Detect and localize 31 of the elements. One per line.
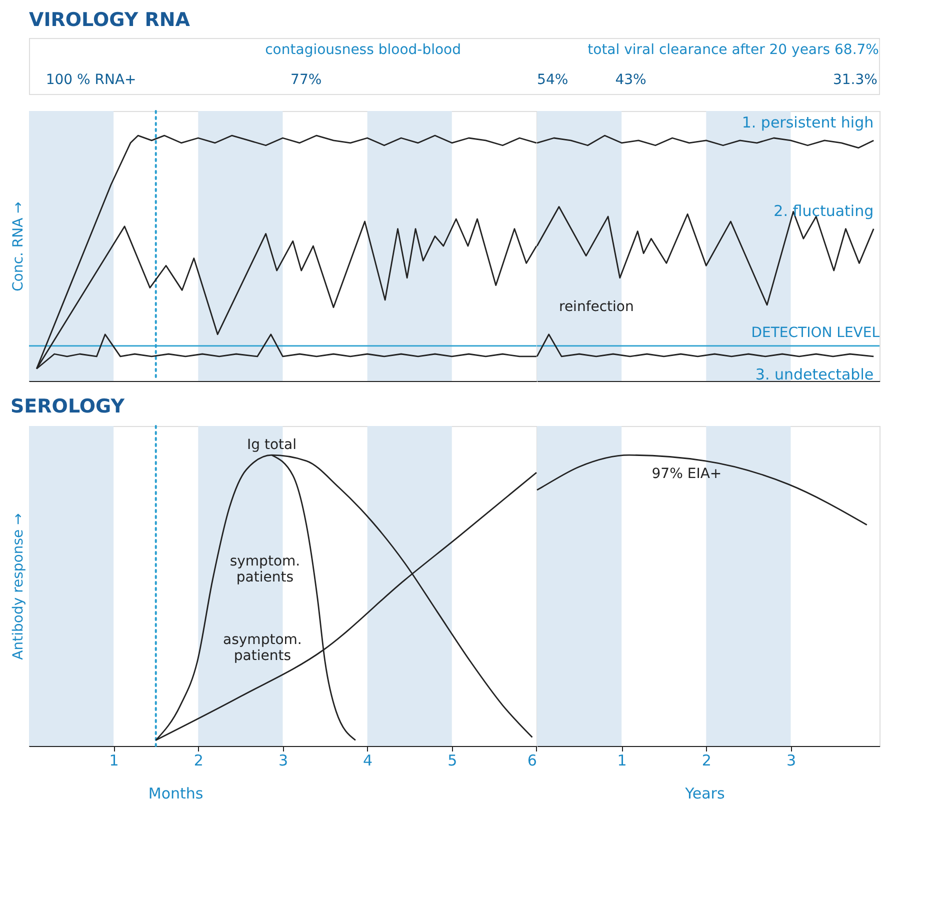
- x-tick-label: 5: [448, 752, 458, 770]
- series-label: 1. persistent high: [742, 113, 874, 132]
- text: Ig total: [246, 437, 296, 454]
- text: 54%: [537, 72, 568, 88]
- text: 100 % RNA+: [46, 72, 136, 88]
- x-tick-label: 2: [702, 752, 712, 770]
- ref-line-label: DETECTION LEVEL: [751, 324, 880, 341]
- annotation: reinfection: [558, 299, 634, 316]
- text: 31.3%: [832, 72, 878, 88]
- annotation: symptom. patients: [230, 553, 300, 586]
- annotation: asymptom. patients: [223, 632, 302, 664]
- x-tick-label: 1: [617, 752, 627, 770]
- x-axis-title: Years: [684, 784, 725, 802]
- x-tick-label: 1: [109, 752, 119, 770]
- text: contagiousness blood-blood: [265, 42, 461, 58]
- x-tick-label: 4: [363, 752, 373, 770]
- text: 77%: [290, 72, 322, 88]
- x-tick-label: 2: [194, 752, 204, 770]
- x-tick-label: 3: [786, 752, 796, 770]
- x-tick-label: 3: [278, 752, 288, 770]
- y-axis-title: Conc. RNA →: [10, 201, 26, 292]
- text: VIROLOGY RNA: [29, 9, 190, 31]
- x-tick-label: 6: [527, 752, 537, 770]
- series-label: 3. undetectable: [755, 365, 874, 384]
- series-label: 2. fluctuating: [774, 202, 874, 220]
- chart-title: SEROLOGY: [10, 396, 125, 418]
- text: 43%: [615, 72, 646, 88]
- x-axis-title: Months: [148, 784, 204, 802]
- annotation: 97% EIA+: [652, 466, 722, 482]
- text: total viral clearance after 20 years 68.7%: [588, 42, 879, 58]
- y-axis-title: Antibody response →: [10, 512, 26, 660]
